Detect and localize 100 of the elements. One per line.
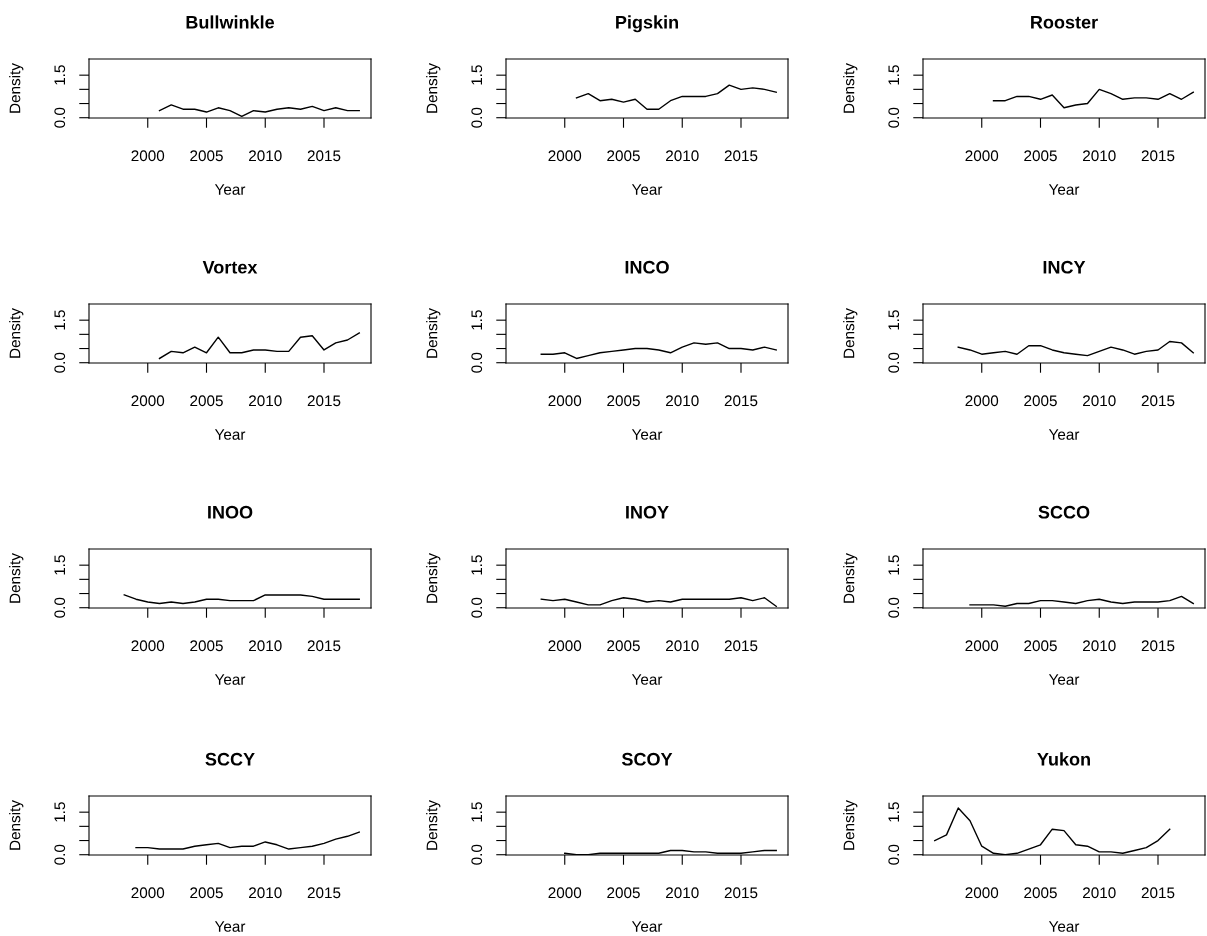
x-tick-label: 2005 (1024, 640, 1057, 652)
x-tick-label: 2000 (965, 640, 999, 652)
x-axis-title: Year (1048, 674, 1080, 685)
chart-title: Bullwinkle (186, 15, 275, 29)
chart-title: SCCO (1038, 505, 1090, 519)
x-tick-label: 2015 (1141, 395, 1175, 407)
y-tick-label: 0.0 (54, 844, 66, 865)
y-axis-title: Density (426, 63, 441, 113)
x-tick-label: 2015 (724, 150, 758, 162)
chart-title: INCY (1043, 260, 1086, 274)
chart-title: SCOY (621, 752, 673, 766)
x-tick-label: 2000 (965, 887, 999, 899)
x-tick-label: 2010 (249, 887, 282, 899)
x-tick-label: 2015 (1141, 887, 1175, 899)
y-tick-label: 0.0 (54, 107, 66, 128)
y-tick-label: 0.0 (471, 844, 483, 865)
y-tick-label: 1.5 (471, 802, 483, 822)
y-axis-title: Density (426, 308, 441, 358)
chart-title: Pigskin (616, 15, 678, 33)
x-axis-title: Year (1048, 429, 1080, 440)
y-tick-label: 0.0 (471, 352, 483, 373)
x-tick-label: 2005 (190, 640, 223, 652)
x-tick-label: 2005 (190, 395, 223, 407)
y-tick-label: 1.5 (54, 65, 66, 85)
x-tick-label: 2015 (1141, 150, 1175, 162)
y-tick-label: 0.0 (54, 352, 66, 373)
x-tick-label: 2000 (131, 150, 165, 162)
x-tick-label: 2010 (666, 887, 699, 899)
y-axis-title: Density (9, 800, 24, 850)
x-tick-label: 2015 (307, 640, 341, 652)
x-tick-label: 2005 (190, 150, 223, 162)
x-tick-label: 2005 (190, 887, 223, 899)
chart-title: Vortex (202, 261, 258, 274)
x-axis-title: Year (631, 429, 663, 440)
x-tick-label: 2015 (307, 150, 341, 162)
y-tick-label: 1.5 (471, 310, 483, 330)
x-axis-title: Year (1048, 184, 1080, 195)
x-tick-label: 2000 (965, 395, 999, 407)
x-tick-label: 2005 (607, 395, 640, 407)
y-tick-label: 0.0 (888, 597, 900, 618)
y-axis-title: Density (426, 800, 441, 850)
x-tick-label: 2005 (607, 150, 640, 162)
y-tick-label: 1.5 (54, 802, 66, 822)
x-axis-title: Year (214, 674, 246, 685)
y-axis-title: Density (843, 63, 858, 113)
y-tick-label: 0.0 (888, 107, 900, 128)
y-axis-title: Density (843, 553, 858, 603)
x-tick-label: 2000 (131, 887, 165, 899)
x-tick-label: 2015 (307, 887, 341, 899)
x-tick-label: 2005 (1024, 150, 1057, 162)
x-tick-label: 2015 (1141, 640, 1175, 652)
line-series (575, 84, 777, 110)
y-tick-label: 1.5 (471, 65, 483, 85)
x-tick-label: 2010 (1083, 150, 1116, 162)
x-tick-label: 2015 (724, 887, 758, 899)
x-tick-label: 2005 (1024, 887, 1057, 899)
y-tick-label: 1.5 (888, 555, 900, 575)
x-tick-label: 2010 (666, 150, 699, 162)
x-tick-label: 2010 (1083, 887, 1116, 899)
y-tick-label: 1.5 (54, 310, 66, 330)
y-tick-label: 0.0 (471, 107, 483, 128)
y-axis-title: Density (9, 308, 24, 358)
x-tick-label: 2000 (548, 395, 582, 407)
x-axis-title: Year (1048, 921, 1080, 932)
x-axis-title: Year (631, 674, 663, 685)
x-tick-label: 2010 (1083, 640, 1116, 652)
y-axis-title: Density (426, 553, 441, 603)
x-axis-title: Year (214, 429, 246, 440)
x-tick-label: 2010 (666, 395, 699, 407)
y-axis-title: Density (9, 63, 24, 113)
y-tick-label: 0.0 (888, 844, 900, 865)
x-axis-title: Year (214, 184, 246, 195)
line-series (158, 332, 360, 360)
x-tick-label: 2015 (724, 640, 758, 652)
y-axis-title: Density (9, 553, 24, 603)
y-tick-label: 1.5 (471, 555, 483, 575)
x-tick-label: 2000 (548, 640, 582, 652)
x-tick-label: 2010 (249, 150, 282, 162)
chart-title: Yukon (1037, 752, 1090, 766)
x-tick-label: 2005 (607, 640, 640, 652)
x-axis-title: Year (631, 184, 663, 195)
x-tick-label: 2010 (666, 640, 699, 652)
x-tick-label: 2010 (1083, 395, 1116, 407)
x-tick-label: 2010 (249, 395, 282, 407)
x-tick-label: 2005 (1024, 395, 1057, 407)
chart-title: INCO (625, 260, 669, 274)
x-tick-label: 2000 (131, 640, 165, 652)
chart-title: Rooster (1031, 16, 1098, 29)
y-tick-label: 1.5 (888, 802, 900, 822)
y-axis-title: Density (843, 800, 858, 850)
y-axis-title: Density (843, 308, 858, 358)
x-tick-label: 2000 (548, 887, 582, 899)
line-series (540, 342, 777, 360)
y-tick-label: 1.5 (888, 310, 900, 330)
line-series (992, 88, 1194, 109)
y-tick-label: 1.5 (54, 555, 66, 575)
x-tick-label: 2010 (249, 640, 282, 652)
y-tick-label: 0.0 (54, 597, 66, 618)
y-tick-label: 0.0 (471, 597, 483, 618)
x-tick-label: 2005 (607, 887, 640, 899)
